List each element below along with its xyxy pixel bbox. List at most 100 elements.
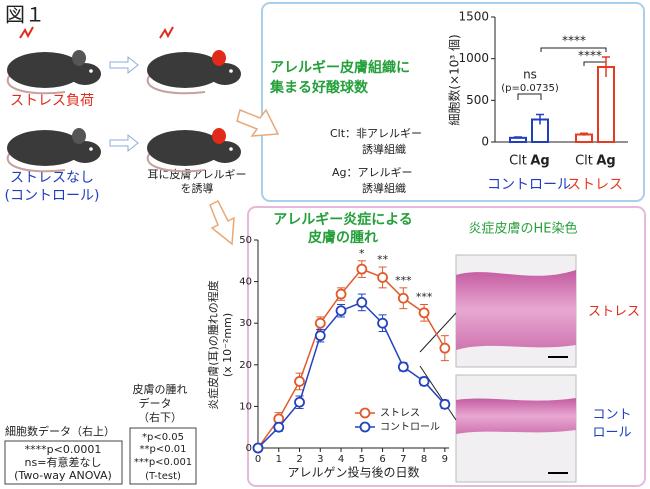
chart-title: アレルギー皮膚組織に xyxy=(270,59,410,76)
image-title: 炎症皮膚のHE染色 xyxy=(469,221,578,237)
point xyxy=(294,376,305,387)
y-axis-label: (x 10⁻²mm) xyxy=(221,313,234,377)
point xyxy=(418,376,430,387)
x-axis-label: アレルゲン投与後の日数 xyxy=(287,465,419,480)
note-title: 皮膚の腫れ xyxy=(133,382,188,396)
significance: ** xyxy=(377,253,389,266)
image-label: ストレス xyxy=(588,305,640,320)
line xyxy=(257,301,446,449)
mouse-label: を誘導 xyxy=(181,181,214,195)
mouse-body xyxy=(147,130,223,166)
bracket xyxy=(540,47,607,52)
point xyxy=(356,263,368,275)
stress-mark xyxy=(19,26,34,39)
y-tick-label: 1500 xyxy=(458,10,489,24)
significance: *** xyxy=(395,274,412,287)
mouse-head xyxy=(69,141,101,163)
arrow xyxy=(109,133,139,153)
y-tick-label: 1000 xyxy=(458,51,489,65)
note-box xyxy=(129,427,197,485)
point xyxy=(335,305,347,317)
mouse-body xyxy=(147,52,223,88)
legend-marker xyxy=(359,421,371,433)
point xyxy=(314,330,326,342)
note-line: ***p<0.001 xyxy=(134,457,192,468)
he-tissue xyxy=(456,270,576,350)
y-tick-label: 10 xyxy=(239,401,252,412)
y-tick-label: 20 xyxy=(239,360,252,371)
pointer xyxy=(419,312,457,353)
note-title: データ xyxy=(139,396,172,410)
arrow xyxy=(236,108,280,137)
annotation: ns xyxy=(523,68,537,82)
point xyxy=(356,296,368,308)
point xyxy=(418,307,430,319)
legend-label: コントロール xyxy=(380,422,440,433)
note-line: ns=有意差なし xyxy=(25,455,102,469)
mouse-label: ストレス負荷 xyxy=(10,93,94,109)
chart-title: 集まる好酸球数 xyxy=(269,79,369,96)
mouse-eye xyxy=(89,147,93,151)
mouse-head xyxy=(69,63,101,85)
significance: *** xyxy=(416,290,433,303)
point xyxy=(397,361,409,373)
point xyxy=(294,396,305,408)
chart-title: 皮膚の腫れ xyxy=(307,229,378,246)
y-tick-label: 50 xyxy=(239,235,252,246)
x-tick-label: 6 xyxy=(379,454,385,465)
y-axis-label: 炎症皮膚(耳)の腫れの程度 xyxy=(206,280,220,410)
chart-note: 誘導組織 xyxy=(362,142,406,156)
point xyxy=(377,272,388,283)
annotation: **** xyxy=(562,34,586,48)
chart-note: Ag：アレルギー xyxy=(332,166,413,179)
y-tick-label: 0 xyxy=(481,135,489,149)
mouse-ear xyxy=(72,128,86,144)
chart-note: Clt：非アレルギー xyxy=(330,127,422,140)
legend-marker xyxy=(359,407,371,419)
mouse-ear xyxy=(72,50,86,66)
note-box xyxy=(4,440,123,485)
mouse-tail xyxy=(6,149,66,173)
x-tick-label: 0 xyxy=(255,454,261,465)
mouse-tail xyxy=(6,71,66,95)
x-tick-label: 8 xyxy=(421,454,427,465)
y-tick-label: 500 xyxy=(466,93,489,107)
point xyxy=(377,317,388,329)
x-tick-label: Clt xyxy=(509,154,527,169)
pointer xyxy=(419,365,457,421)
chart-title: アレルギー炎症による xyxy=(273,211,413,228)
arrow xyxy=(209,199,235,246)
mouse-eye xyxy=(229,69,233,73)
mouse-head xyxy=(209,63,241,85)
significance: * xyxy=(359,247,365,260)
bar xyxy=(597,66,615,143)
y-axis-label: 細胞数(×10³ 個) xyxy=(447,34,462,125)
bar-panel xyxy=(261,2,645,202)
note-title: 細胞数データ（右上） xyxy=(5,424,115,438)
mouse-ear xyxy=(212,50,226,66)
he-tissue xyxy=(456,398,576,434)
mouse-body xyxy=(7,52,83,88)
mouse-eye xyxy=(229,147,233,151)
y-tick-label: 30 xyxy=(239,318,252,329)
x-tick-label: 4 xyxy=(338,454,344,465)
mouse-tail xyxy=(146,149,206,173)
group-label: ストレス xyxy=(567,177,623,193)
annotation: (p=0.0735) xyxy=(501,83,559,94)
point xyxy=(397,292,409,304)
arrow xyxy=(109,55,139,75)
mouse-ear xyxy=(212,128,226,144)
note-line: (T-test) xyxy=(145,471,181,482)
point xyxy=(335,288,347,300)
mouse-tail xyxy=(146,71,206,95)
point xyxy=(439,342,451,354)
x-tick-label: Ag xyxy=(596,154,615,169)
chart-note: 誘導組織 xyxy=(362,181,406,195)
bracket xyxy=(517,93,542,100)
x-tick-label: 9 xyxy=(442,454,448,465)
legend-label: ストレス xyxy=(380,408,420,419)
note-line: *p<0.05 xyxy=(142,432,184,443)
y-tick-label: 0 xyxy=(246,443,252,454)
image-label: ロール xyxy=(592,426,631,441)
point xyxy=(314,317,326,329)
